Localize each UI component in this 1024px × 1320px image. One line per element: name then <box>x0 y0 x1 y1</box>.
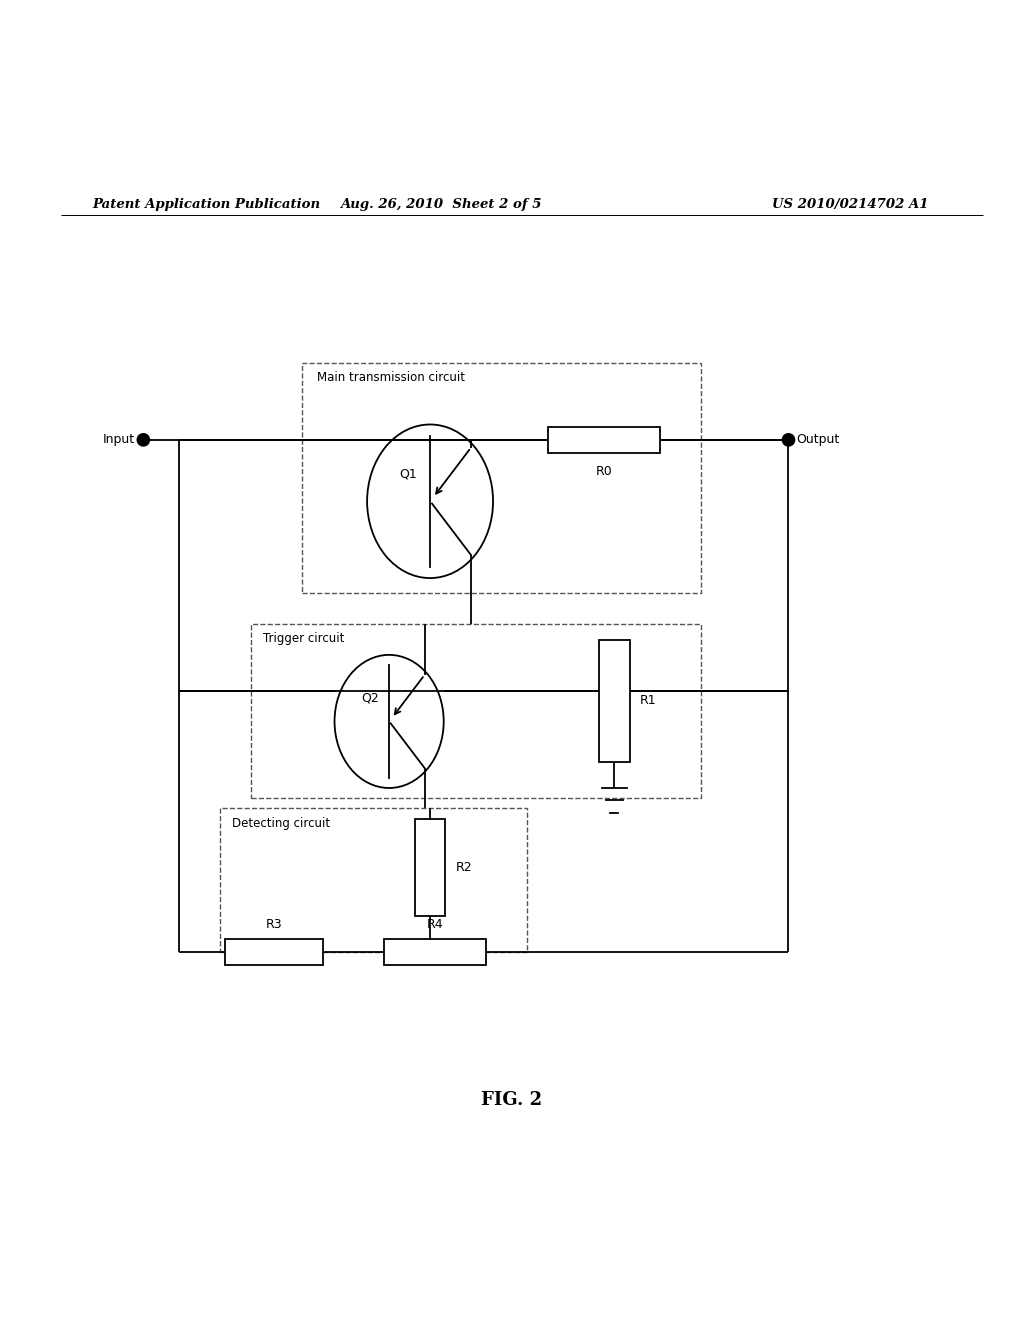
Text: FIG. 2: FIG. 2 <box>481 1092 543 1109</box>
Text: Q1: Q1 <box>399 467 417 480</box>
Text: Trigger circuit: Trigger circuit <box>263 632 344 645</box>
Circle shape <box>782 434 795 446</box>
Circle shape <box>137 434 150 446</box>
Text: US 2010/0214702 A1: US 2010/0214702 A1 <box>772 198 928 211</box>
Text: Input: Input <box>103 433 135 446</box>
Bar <box>548 428 660 453</box>
Bar <box>225 939 323 965</box>
Text: Detecting circuit: Detecting circuit <box>232 817 331 830</box>
Text: R3: R3 <box>265 917 283 931</box>
Bar <box>220 808 527 952</box>
Text: Q2: Q2 <box>361 692 379 705</box>
Text: R4: R4 <box>427 917 443 931</box>
Bar <box>415 818 445 916</box>
Text: R0: R0 <box>596 465 612 478</box>
Bar <box>599 639 630 763</box>
Bar <box>302 363 701 594</box>
Bar <box>384 939 486 965</box>
Text: Aug. 26, 2010  Sheet 2 of 5: Aug. 26, 2010 Sheet 2 of 5 <box>340 198 541 211</box>
Text: Main transmission circuit: Main transmission circuit <box>317 371 466 384</box>
Text: Output: Output <box>797 433 840 446</box>
Bar <box>251 624 701 799</box>
Text: Patent Application Publication: Patent Application Publication <box>92 198 321 211</box>
Text: R2: R2 <box>456 861 472 874</box>
Text: R1: R1 <box>640 694 656 708</box>
